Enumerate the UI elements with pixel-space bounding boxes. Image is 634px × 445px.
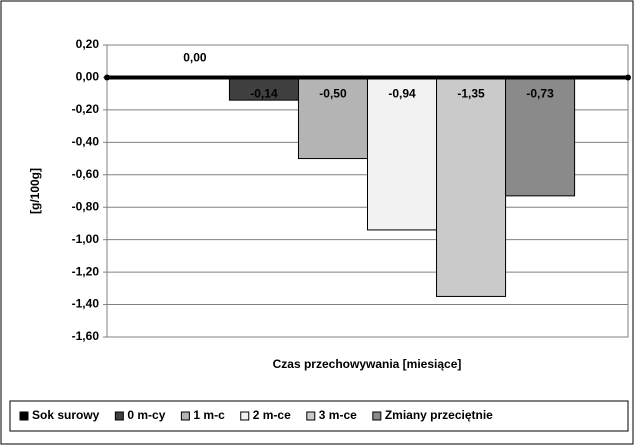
legend-swatch (372, 411, 382, 421)
value-label: -0,14 (250, 87, 278, 101)
zero-line-end (104, 74, 110, 81)
legend-label: 2 m-ce (253, 408, 291, 422)
value-label: -1,35 (457, 87, 485, 101)
legend-swatch (180, 411, 190, 421)
bar (505, 76, 576, 197)
legend-label: 0 m-cy (127, 408, 165, 422)
value-label: -0,50 (319, 87, 347, 101)
y-tick-label: -0,40 (72, 135, 100, 149)
y-tick-label: -1,60 (72, 329, 100, 343)
legend-swatch (19, 411, 29, 421)
legend-label: Sok surowy (32, 408, 100, 422)
y-tick-label: 0,00 (76, 70, 100, 84)
zero-line-end (625, 74, 631, 81)
legend-box (9, 400, 629, 432)
y-tick-label: -0,20 (72, 102, 100, 116)
value-label: 0,00 (183, 51, 207, 65)
bar (436, 76, 507, 297)
y-tick-label: -1,20 (72, 264, 100, 278)
y-tick-label: -1,00 (72, 232, 100, 246)
bar (297, 76, 368, 160)
legend-label: Zmiany przeciętnie (385, 408, 493, 422)
bar (367, 76, 438, 231)
legend-swatch (240, 411, 250, 421)
value-label: -0,94 (388, 87, 416, 101)
legend-label: 3 m-ce (319, 408, 357, 422)
legend-swatch (114, 411, 124, 421)
y-tick-label: -0,80 (72, 199, 100, 213)
value-label: -0,73 (526, 87, 554, 101)
y-tick-label: -1,40 (72, 297, 100, 311)
y-tick-label: -0,60 (72, 167, 100, 181)
legend-swatch (306, 411, 316, 421)
y-axis-label: [g/100g] (28, 168, 42, 214)
x-axis-label: Czas przechowywania [miesiące] (273, 357, 462, 371)
legend-label: 1 m-c (193, 408, 225, 422)
y-tick-label: 0,20 (76, 37, 100, 51)
